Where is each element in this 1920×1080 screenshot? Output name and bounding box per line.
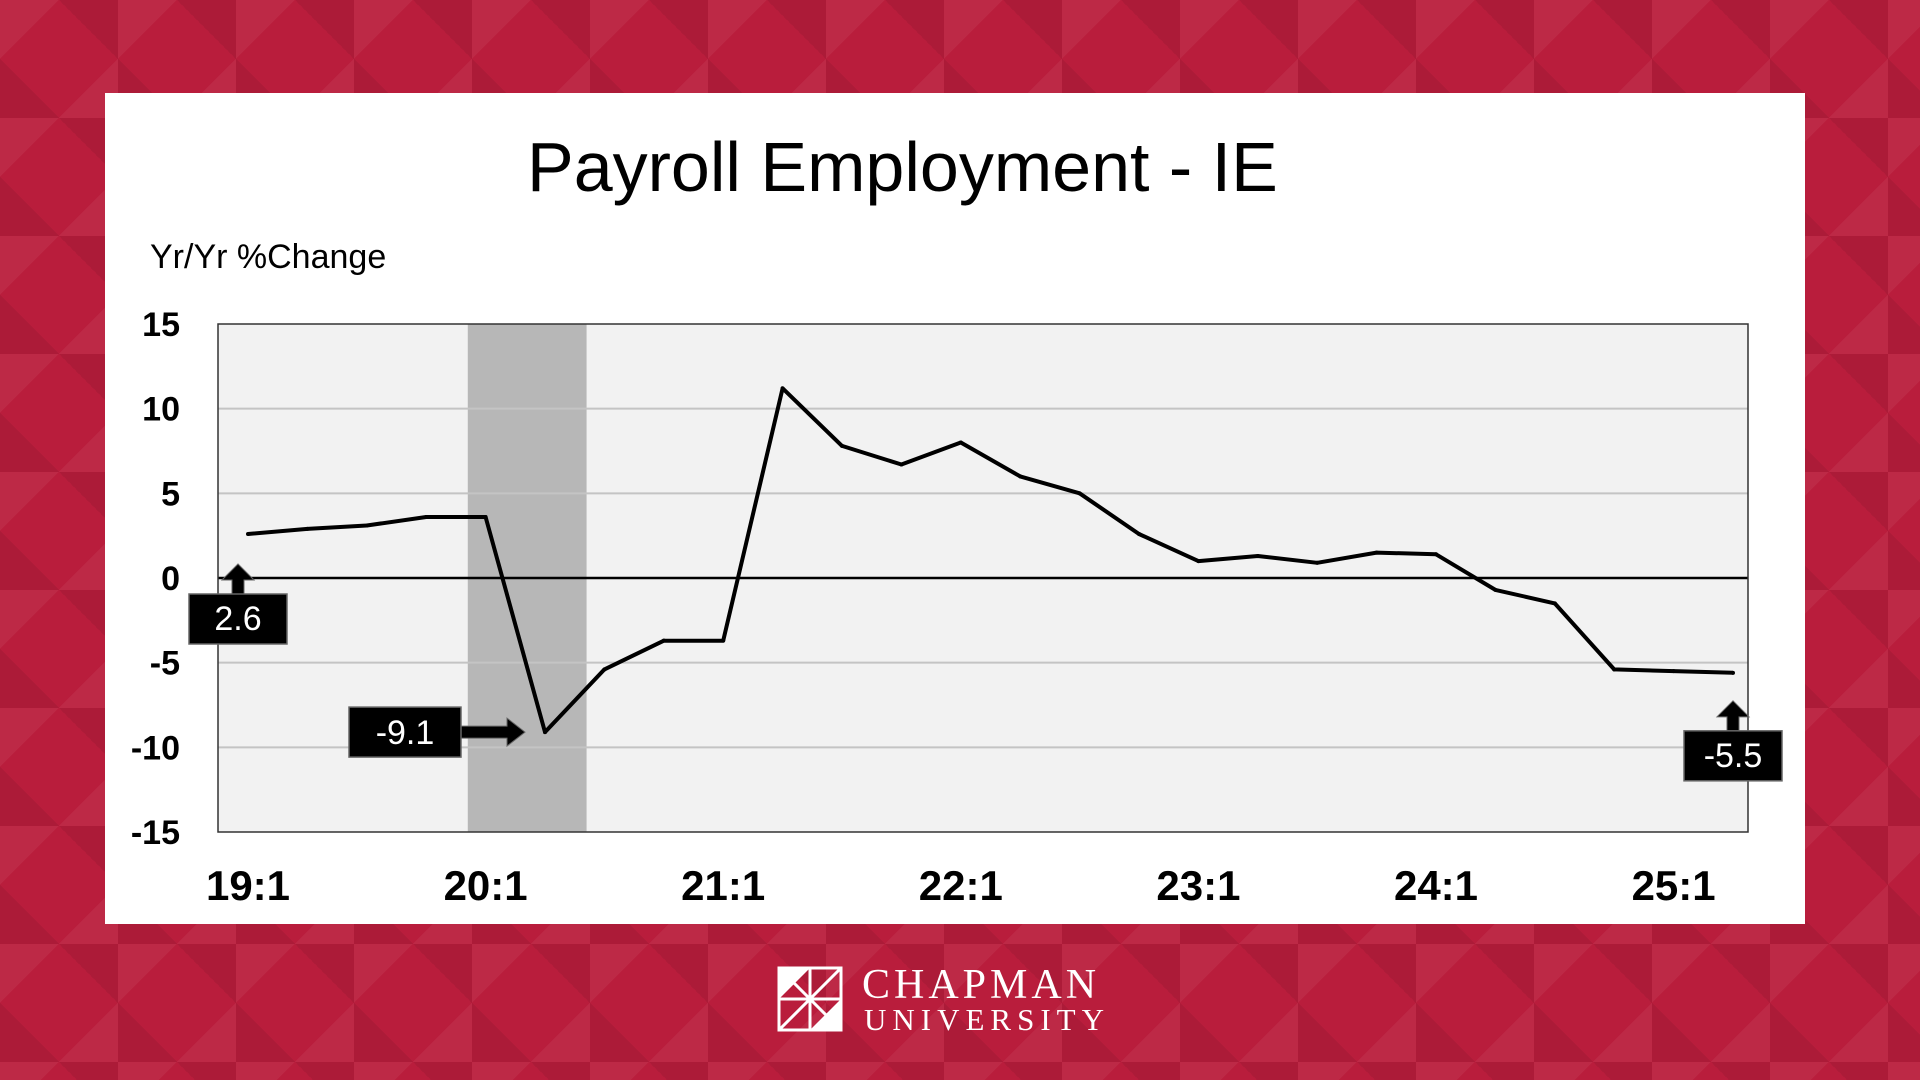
- data-point: [958, 440, 963, 445]
- y-tick-label: 0: [161, 560, 180, 598]
- data-point: [840, 443, 844, 448]
- data-point: [1612, 667, 1617, 672]
- chart-title: Payroll Employment - IE: [527, 128, 1278, 206]
- callout-0-label: 2.6: [214, 600, 261, 638]
- x-tick-label: 21:1: [681, 862, 765, 909]
- data-point: [661, 638, 666, 643]
- callout-1-label: -9.1: [376, 714, 435, 752]
- y-tick-label: 5: [161, 475, 180, 513]
- series-line: [247, 386, 1734, 735]
- data-point: [543, 730, 547, 735]
- data-point: [305, 526, 310, 531]
- data-point: [1374, 550, 1379, 555]
- data-point: [1671, 669, 1676, 674]
- callout-1-box: [348, 706, 462, 758]
- y-tick-label: -10: [131, 729, 180, 767]
- x-tick-label: 19:1: [206, 862, 290, 909]
- logo-name-line2: UNIVERSITY: [864, 1002, 1110, 1037]
- callout-1-arrow: [460, 717, 526, 748]
- data-point: [1255, 553, 1260, 558]
- data-point: [483, 515, 488, 520]
- data-point: [1077, 491, 1082, 496]
- data-point: [1196, 559, 1201, 564]
- x-tick-label: 24:1: [1394, 862, 1478, 909]
- y-tick-label: 15: [142, 306, 180, 344]
- y-axis-label: Yr/Yr %Change: [150, 238, 386, 276]
- data-point: [1552, 601, 1557, 606]
- data-point: [1137, 531, 1141, 536]
- x-tick-label: 20:1: [444, 862, 528, 909]
- x-tick-label: 23:1: [1156, 862, 1240, 909]
- payroll-employment-chart: Payroll Employment - IE Yr/Yr %Change 15…: [131, 128, 1783, 909]
- chapman-logo: CHAPMAN UNIVERSITY: [777, 962, 1147, 1037]
- y-tick-label: -15: [131, 814, 180, 852]
- data-point: [602, 667, 607, 672]
- plot-border: [217, 323, 1749, 833]
- callout-2-arrow: [1715, 700, 1751, 732]
- data-point: [364, 523, 369, 528]
- data-point: [780, 386, 785, 391]
- data-point: [1493, 587, 1498, 592]
- chart-panel: Payroll Employment - IE Yr/Yr %Change 15…: [105, 93, 1805, 924]
- data-point: [1315, 560, 1320, 565]
- y-tick-label: 10: [142, 391, 180, 429]
- x-tick-label: 22:1: [919, 862, 1003, 909]
- data-point: [899, 462, 904, 467]
- y-tick-label: -5: [150, 645, 180, 683]
- data-point: [1731, 670, 1735, 675]
- data-point: [246, 531, 250, 536]
- callout-0-arrow: [220, 563, 256, 595]
- data-point: [1018, 474, 1023, 479]
- callout-2-box: [1683, 730, 1783, 782]
- data-point: [424, 515, 429, 520]
- x-tick-label: 25:1: [1632, 862, 1716, 909]
- callout-2-label: -5.5: [1704, 737, 1763, 775]
- chapman-lattice-icon: [777, 966, 843, 1032]
- callout-0-box: [188, 593, 288, 645]
- data-point: [1434, 552, 1438, 557]
- data-point: [721, 638, 726, 643]
- logo-name-line1: CHAPMAN: [862, 962, 1101, 1008]
